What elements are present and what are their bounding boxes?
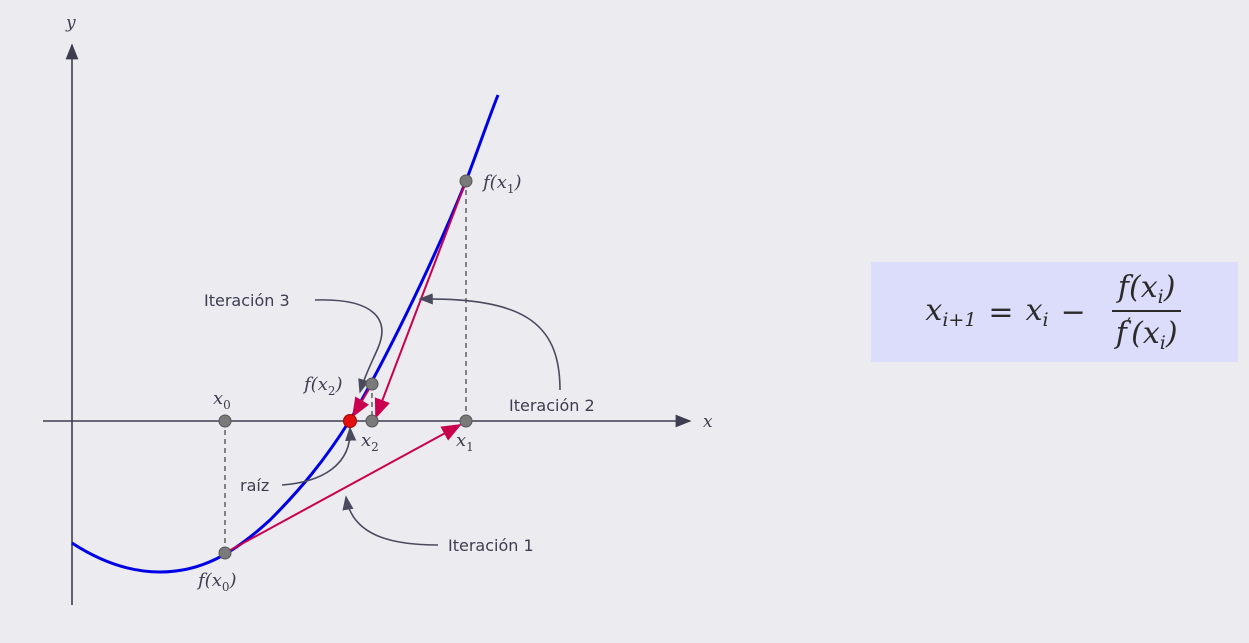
iteration-2-label: Iteración 2 <box>509 396 595 415</box>
formula-fraction: f(xi) f′(xi) <box>1110 270 1184 354</box>
iteration-1-label: Iteración 1 <box>448 536 534 555</box>
point-x1 <box>459 414 473 428</box>
point-fx1 <box>459 174 473 188</box>
iteration-3-leader <box>314 299 383 394</box>
root-label: raíz <box>240 476 269 495</box>
iteration-3-label: Iteración 3 <box>204 291 290 310</box>
formula-lhs: xi+1 <box>925 293 977 331</box>
label-x0: x0 <box>213 388 231 412</box>
iteration-1-leader <box>342 495 439 546</box>
formula-minus: − <box>1060 294 1086 330</box>
formula-denominator: f′(xi) <box>1115 314 1178 354</box>
root-leader <box>281 426 357 486</box>
formula-rhs-var: xi <box>1025 293 1049 331</box>
label-x1: x1 <box>456 430 474 454</box>
label-x2: x2 <box>361 430 379 454</box>
formula-equals: = <box>988 294 1014 330</box>
newton-formula: xi+1 = xi − f(xi) f′(xi) <box>871 262 1238 362</box>
point-x0 <box>218 414 232 428</box>
root-point <box>343 414 357 428</box>
function-curve <box>71 94 500 574</box>
point-fx2 <box>365 377 379 391</box>
iteration-2-leader <box>418 293 561 391</box>
tangent-iteration-1 <box>224 424 462 554</box>
point-fx0 <box>218 546 232 560</box>
x-axis-label: x <box>703 412 713 432</box>
label-fx2: f(x2) <box>302 374 343 398</box>
point-x2 <box>365 414 379 428</box>
y-axis-label: y <box>65 13 76 33</box>
formula-numerator: f(xi) <box>1111 270 1182 312</box>
label-fx1: f(x1) <box>481 172 522 196</box>
label-fx0: f(x0) <box>196 570 237 594</box>
